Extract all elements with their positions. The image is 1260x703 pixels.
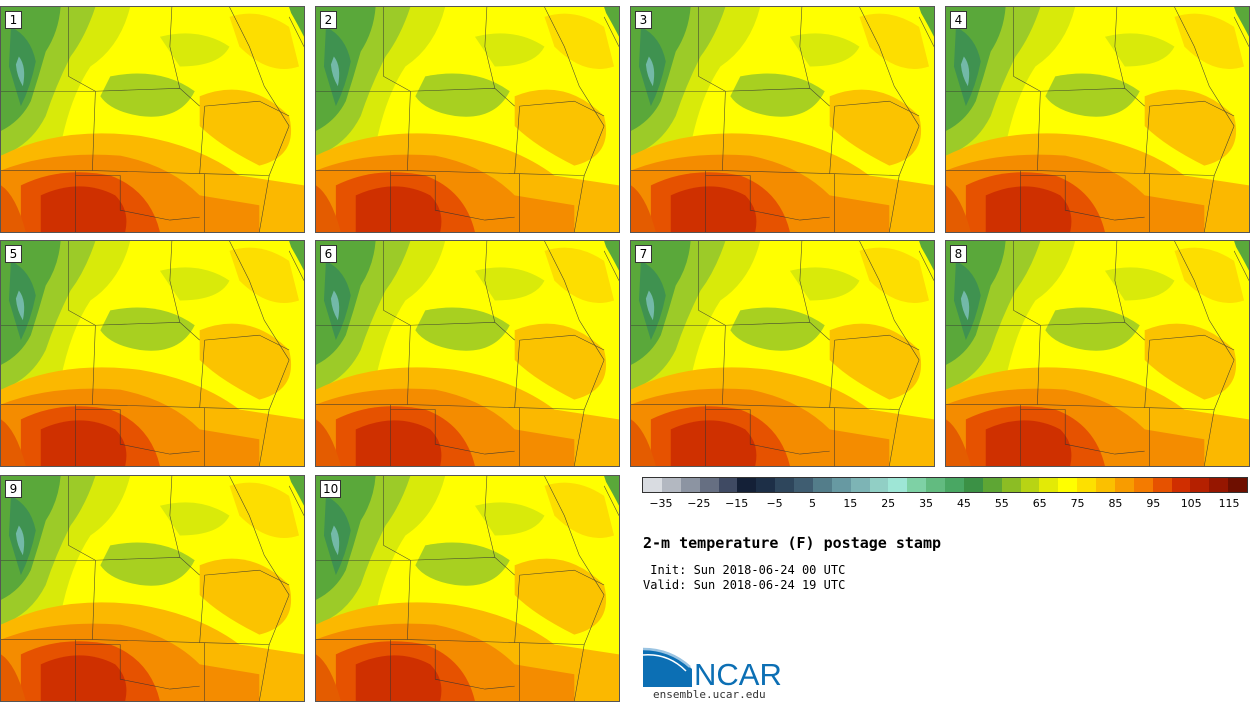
colorbar-segment — [1209, 478, 1229, 492]
colorbar-tick-label: 115 — [1218, 497, 1240, 510]
temperature-map — [316, 7, 619, 232]
colorbar-tick-label: 25 — [881, 497, 896, 510]
member-number: 8 — [950, 245, 967, 263]
colorbar-segment — [1039, 478, 1059, 492]
colorbar-segment — [643, 478, 662, 492]
colorbar-segment — [963, 478, 983, 492]
ncar-logo: NCAR — [642, 647, 782, 692]
temperature-map — [946, 241, 1249, 466]
colorbar-tick-label: 55 — [994, 497, 1009, 510]
colorbar-tick-label: 95 — [1146, 497, 1161, 510]
member-stamp-4: 4 — [945, 6, 1250, 233]
colorbar-segment — [850, 478, 870, 492]
colorbar-segment — [1152, 478, 1172, 492]
member-stamp-7: 7 — [630, 240, 935, 467]
member-stamp-3: 3 — [630, 6, 935, 233]
website-url: ensemble.ucar.edu — [653, 688, 766, 701]
colorbar-segment — [1114, 478, 1134, 492]
colorbar-tick-label: 75 — [1070, 497, 1085, 510]
member-stamp-10: 10 — [315, 475, 620, 702]
member-stamp-1: 1 — [0, 6, 305, 233]
member-number: 5 — [5, 245, 22, 263]
valid-time: Valid: Sun 2018-06-24 19 UTC — [643, 578, 846, 592]
member-number: 4 — [950, 11, 967, 29]
colorbar-segment — [888, 478, 908, 492]
colorbar-segment — [718, 478, 738, 492]
colorbar-segment — [699, 478, 719, 492]
temperature-map — [316, 476, 619, 701]
member-stamp-8: 8 — [945, 240, 1250, 467]
colorbar-tick-label: −25 — [687, 497, 711, 510]
colorbar-segment — [869, 478, 889, 492]
member-number: 1 — [5, 11, 22, 29]
colorbar-tick-label: 5 — [808, 497, 816, 510]
colorbar-tick-labels: −35 −25 −15 −5 5 15 25 35 45 55 65 75 85 95 105 115 — [642, 497, 1248, 511]
member-stamp-5: 5 — [0, 240, 305, 467]
colorbar-tick-label: 15 — [843, 497, 858, 510]
member-stamp-2: 2 — [315, 6, 620, 233]
colorbar-segment — [1001, 478, 1021, 492]
colorbar-segment — [775, 478, 794, 492]
colorbar-segment — [737, 478, 757, 492]
temperature-map — [631, 7, 934, 232]
colorbar-segment — [680, 478, 700, 492]
temperature-map — [946, 7, 1249, 232]
colorbar-segment — [1096, 478, 1115, 492]
colorbar-segment — [661, 478, 681, 492]
colorbar-segment — [1190, 478, 1210, 492]
colorbar-segment — [1020, 478, 1040, 492]
colorbar-segment — [794, 478, 813, 492]
member-number: 3 — [635, 11, 652, 29]
member-stamp-6: 6 — [315, 240, 620, 467]
colorbar-segment — [1058, 478, 1078, 492]
temperature-map — [1, 241, 304, 466]
logo-text: NCAR — [694, 657, 782, 692]
member-stamp-9: 9 — [0, 475, 305, 702]
colorbar-segment — [1077, 478, 1096, 492]
init-time: Init: Sun 2018-06-24 00 UTC — [643, 563, 846, 577]
colorbar-segment — [907, 478, 927, 492]
member-number: 9 — [5, 480, 22, 498]
colorbar-tick-label: 85 — [1108, 497, 1123, 510]
temperature-map — [316, 241, 619, 466]
temperature-colorbar — [642, 477, 1248, 493]
colorbar-tick-label: −5 — [766, 497, 783, 510]
colorbar-segment — [1133, 478, 1153, 492]
colorbar-segment — [1228, 478, 1247, 492]
colorbar-segment — [812, 478, 832, 492]
colorbar-tick-label: 45 — [956, 497, 971, 510]
colorbar-tick-label: −35 — [649, 497, 673, 510]
member-number: 2 — [320, 11, 337, 29]
colorbar-tick-label: 65 — [1032, 497, 1047, 510]
colorbar-segment — [831, 478, 851, 492]
colorbar-tick-label: 35 — [919, 497, 934, 510]
colorbar-segment — [945, 478, 964, 492]
product-title: 2-m temperature (F) postage stamp — [643, 534, 942, 552]
colorbar-tick-label: −15 — [725, 497, 749, 510]
colorbar-segment — [756, 478, 776, 492]
colorbar-tick-label: 105 — [1180, 497, 1202, 510]
member-number: 6 — [320, 245, 337, 263]
member-number: 10 — [320, 480, 342, 498]
colorbar-segment — [1171, 478, 1191, 492]
member-number: 7 — [635, 245, 652, 263]
colorbar-segment — [982, 478, 1002, 492]
temperature-map — [631, 241, 934, 466]
temperature-map — [1, 476, 304, 701]
temperature-map — [1, 7, 304, 232]
colorbar-segment — [926, 478, 945, 492]
